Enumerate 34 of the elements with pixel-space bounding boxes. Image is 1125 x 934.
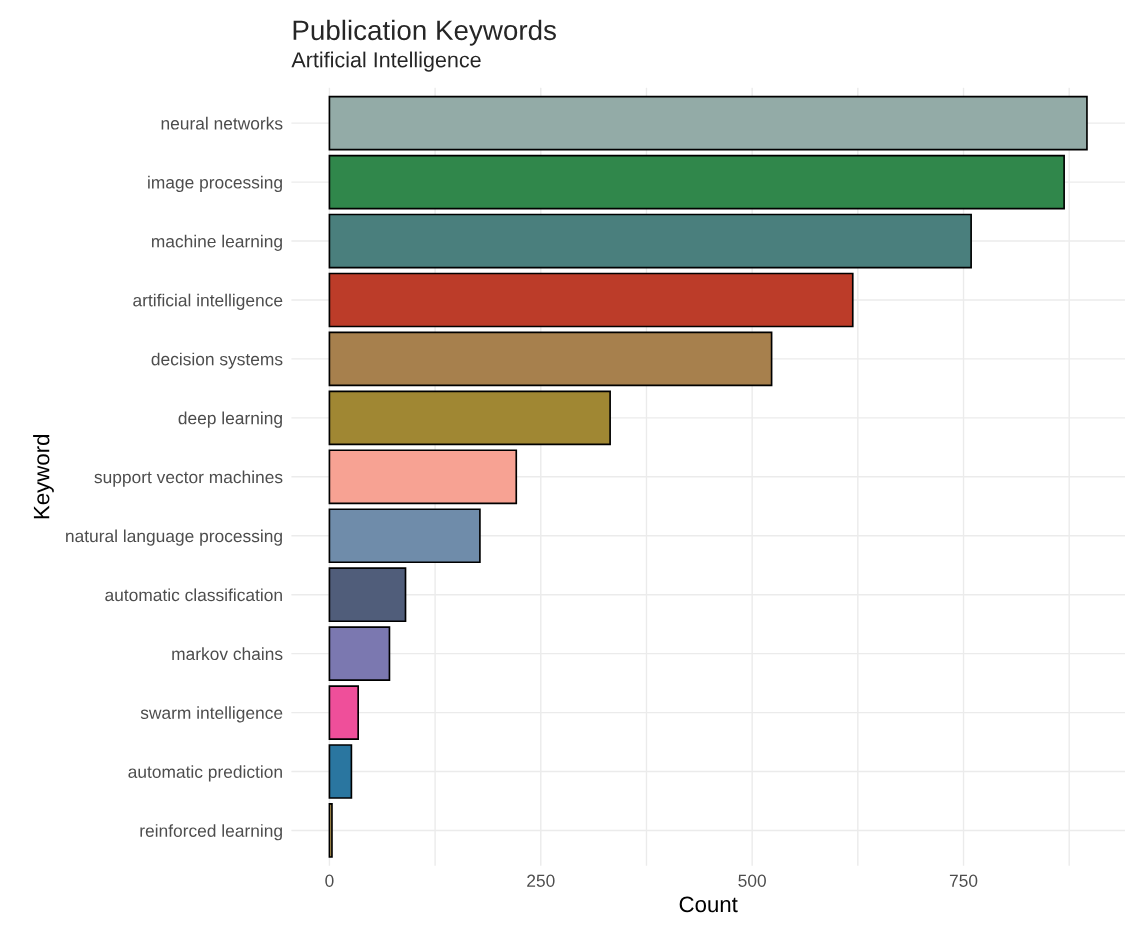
bar xyxy=(328,390,611,446)
y-tick-label: natural language processing xyxy=(66,529,282,546)
bar xyxy=(328,567,407,623)
x-tick-label: 250 xyxy=(527,874,555,887)
y-tick-label: machine learning xyxy=(151,234,282,251)
bar xyxy=(328,626,391,681)
y-tick-label: support vector machines xyxy=(94,470,283,487)
chart-subtitle: Artificial Intelligence xyxy=(291,51,481,72)
y-tick-label: image processing xyxy=(148,175,282,192)
x-tick-label: 0 xyxy=(325,874,334,887)
y-axis-title: Keyword xyxy=(33,435,54,519)
bar xyxy=(328,803,333,858)
bar xyxy=(328,272,854,328)
y-tick-label: automatic prediction xyxy=(128,765,282,782)
bar xyxy=(328,744,353,799)
bar xyxy=(328,449,518,505)
y-tick-label: neural networks xyxy=(161,116,283,130)
bar xyxy=(328,685,360,740)
y-tick-label: swarm intelligence xyxy=(140,706,283,723)
x-axis-title: Count xyxy=(679,896,738,913)
y-tick-label: reinforced learning xyxy=(140,824,282,841)
chart-title: Publication Keywords xyxy=(293,19,556,46)
x-tick-label: 750 xyxy=(949,874,978,887)
x-tick-label: 500 xyxy=(738,874,766,887)
y-tick-label: deep learning xyxy=(178,411,282,428)
y-tick-label: artificial intelligence xyxy=(133,293,283,310)
bar xyxy=(328,213,972,269)
bar xyxy=(328,331,773,387)
bar xyxy=(328,154,1065,210)
bar xyxy=(328,508,481,564)
y-tick-label: decision systems xyxy=(151,352,283,369)
y-tick-label: markov chains xyxy=(172,647,283,661)
bar xyxy=(328,95,1088,151)
y-tick-label: automatic classification xyxy=(105,588,282,602)
